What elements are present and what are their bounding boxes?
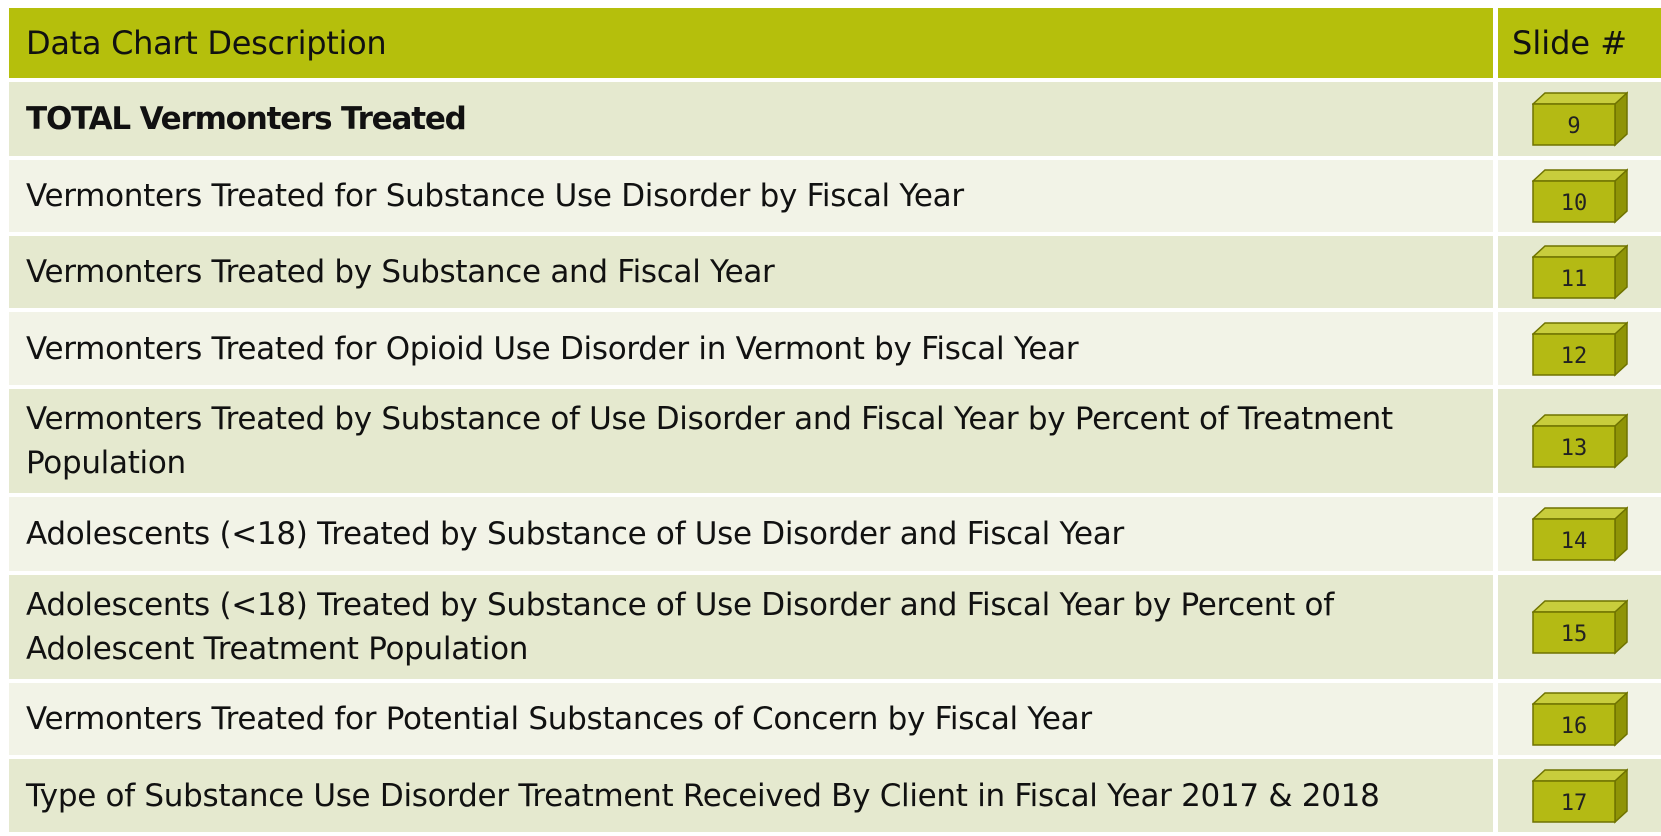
slide-number[interactable]: 16 [1560, 714, 1587, 739]
button-front [1531, 256, 1616, 299]
slide-cell: 9 [1498, 82, 1661, 156]
slide-cell: 16 [1498, 683, 1661, 755]
table: Data Chart Description Slide # TOTAL Ver… [9, 8, 1661, 836]
button-top [1531, 245, 1628, 258]
description-cell: TOTAL Vermonters Treated [9, 82, 1493, 156]
header-cell: Slide # [1498, 8, 1661, 78]
button-top [1531, 600, 1628, 613]
slide-cell: 13 [1498, 389, 1661, 493]
slide-button[interactable]: 9 [1531, 91, 1628, 147]
slide-cell: 15 [1498, 575, 1661, 679]
button-top [1531, 414, 1628, 427]
slide-button[interactable]: 11 [1531, 244, 1628, 300]
button-top [1531, 507, 1628, 520]
description-cell: Type of Substance Use Disorder Treatment… [9, 759, 1493, 832]
button-front [1531, 518, 1616, 561]
table-row: Adolescents (<18) Treated by Substance o… [9, 497, 1661, 571]
table-row: Vermonters Treated by Substance of Use D… [9, 389, 1661, 493]
button-top [1531, 692, 1628, 705]
description-cell: Adolescents (<18) Treated by Substance o… [9, 575, 1493, 679]
slide-number[interactable]: 13 [1560, 436, 1587, 461]
button-front [1531, 779, 1616, 823]
table-row: Vermonters Treated for Substance Use Dis… [9, 160, 1661, 232]
slide-button[interactable]: 16 [1531, 691, 1628, 747]
table-row: Adolescents (<18) Treated by Substance o… [9, 575, 1661, 679]
table-row: Type of Substance Use Disorder Treatment… [9, 759, 1661, 832]
slide-number[interactable]: 12 [1560, 344, 1587, 369]
button-front [1531, 103, 1616, 146]
button-top [1531, 768, 1628, 782]
slide-number[interactable]: 15 [1560, 622, 1587, 647]
button-front [1531, 332, 1616, 376]
slide-cell: 11 [1498, 236, 1661, 308]
slide-number[interactable]: 17 [1560, 791, 1587, 816]
slide-button[interactable]: 13 [1531, 413, 1628, 469]
slide-button[interactable]: 17 [1531, 767, 1628, 824]
slide-button[interactable]: 15 [1531, 599, 1628, 655]
table-row: Vermonters Treated for Potential Substan… [9, 683, 1661, 755]
slide-number[interactable]: 11 [1560, 267, 1587, 292]
slide-cell: 10 [1498, 160, 1661, 232]
slide-cell: 14 [1498, 497, 1661, 571]
description-cell: Vermonters Treated for Opioid Use Disord… [9, 312, 1493, 385]
slide-cell: 12 [1498, 312, 1661, 385]
description-cell: Vermonters Treated by Substance and Fisc… [9, 236, 1493, 308]
header-row: Data Chart Description Slide # [9, 8, 1661, 78]
description-cell: Vermonters Treated by Substance of Use D… [9, 389, 1493, 493]
button-front [1531, 180, 1616, 223]
slide-button[interactable]: 12 [1531, 320, 1628, 377]
slide-button[interactable]: 10 [1531, 168, 1628, 224]
button-top [1531, 169, 1628, 182]
table-row: Vermonters Treated by Substance and Fisc… [9, 236, 1661, 308]
button-top [1531, 321, 1628, 335]
slide-cell: 17 [1498, 759, 1661, 832]
slide-number[interactable]: 9 [1567, 114, 1580, 139]
table-row: Vermonters Treated for Opioid Use Disord… [9, 312, 1661, 385]
button-top [1531, 92, 1628, 105]
description-cell: Vermonters Treated for Potential Substan… [9, 683, 1493, 755]
button-front [1531, 425, 1616, 468]
slide-button[interactable]: 14 [1531, 506, 1628, 562]
button-front [1531, 611, 1616, 654]
button-front [1531, 703, 1616, 746]
table-row: TOTAL Vermonters Treated 9 [9, 82, 1661, 156]
description-cell: Vermonters Treated for Substance Use Dis… [9, 160, 1493, 232]
slide-number[interactable]: 14 [1560, 529, 1587, 554]
slide-number[interactable]: 10 [1560, 191, 1587, 216]
header-cell: Data Chart Description [9, 8, 1493, 78]
description-cell: Adolescents (<18) Treated by Substance o… [9, 497, 1493, 571]
